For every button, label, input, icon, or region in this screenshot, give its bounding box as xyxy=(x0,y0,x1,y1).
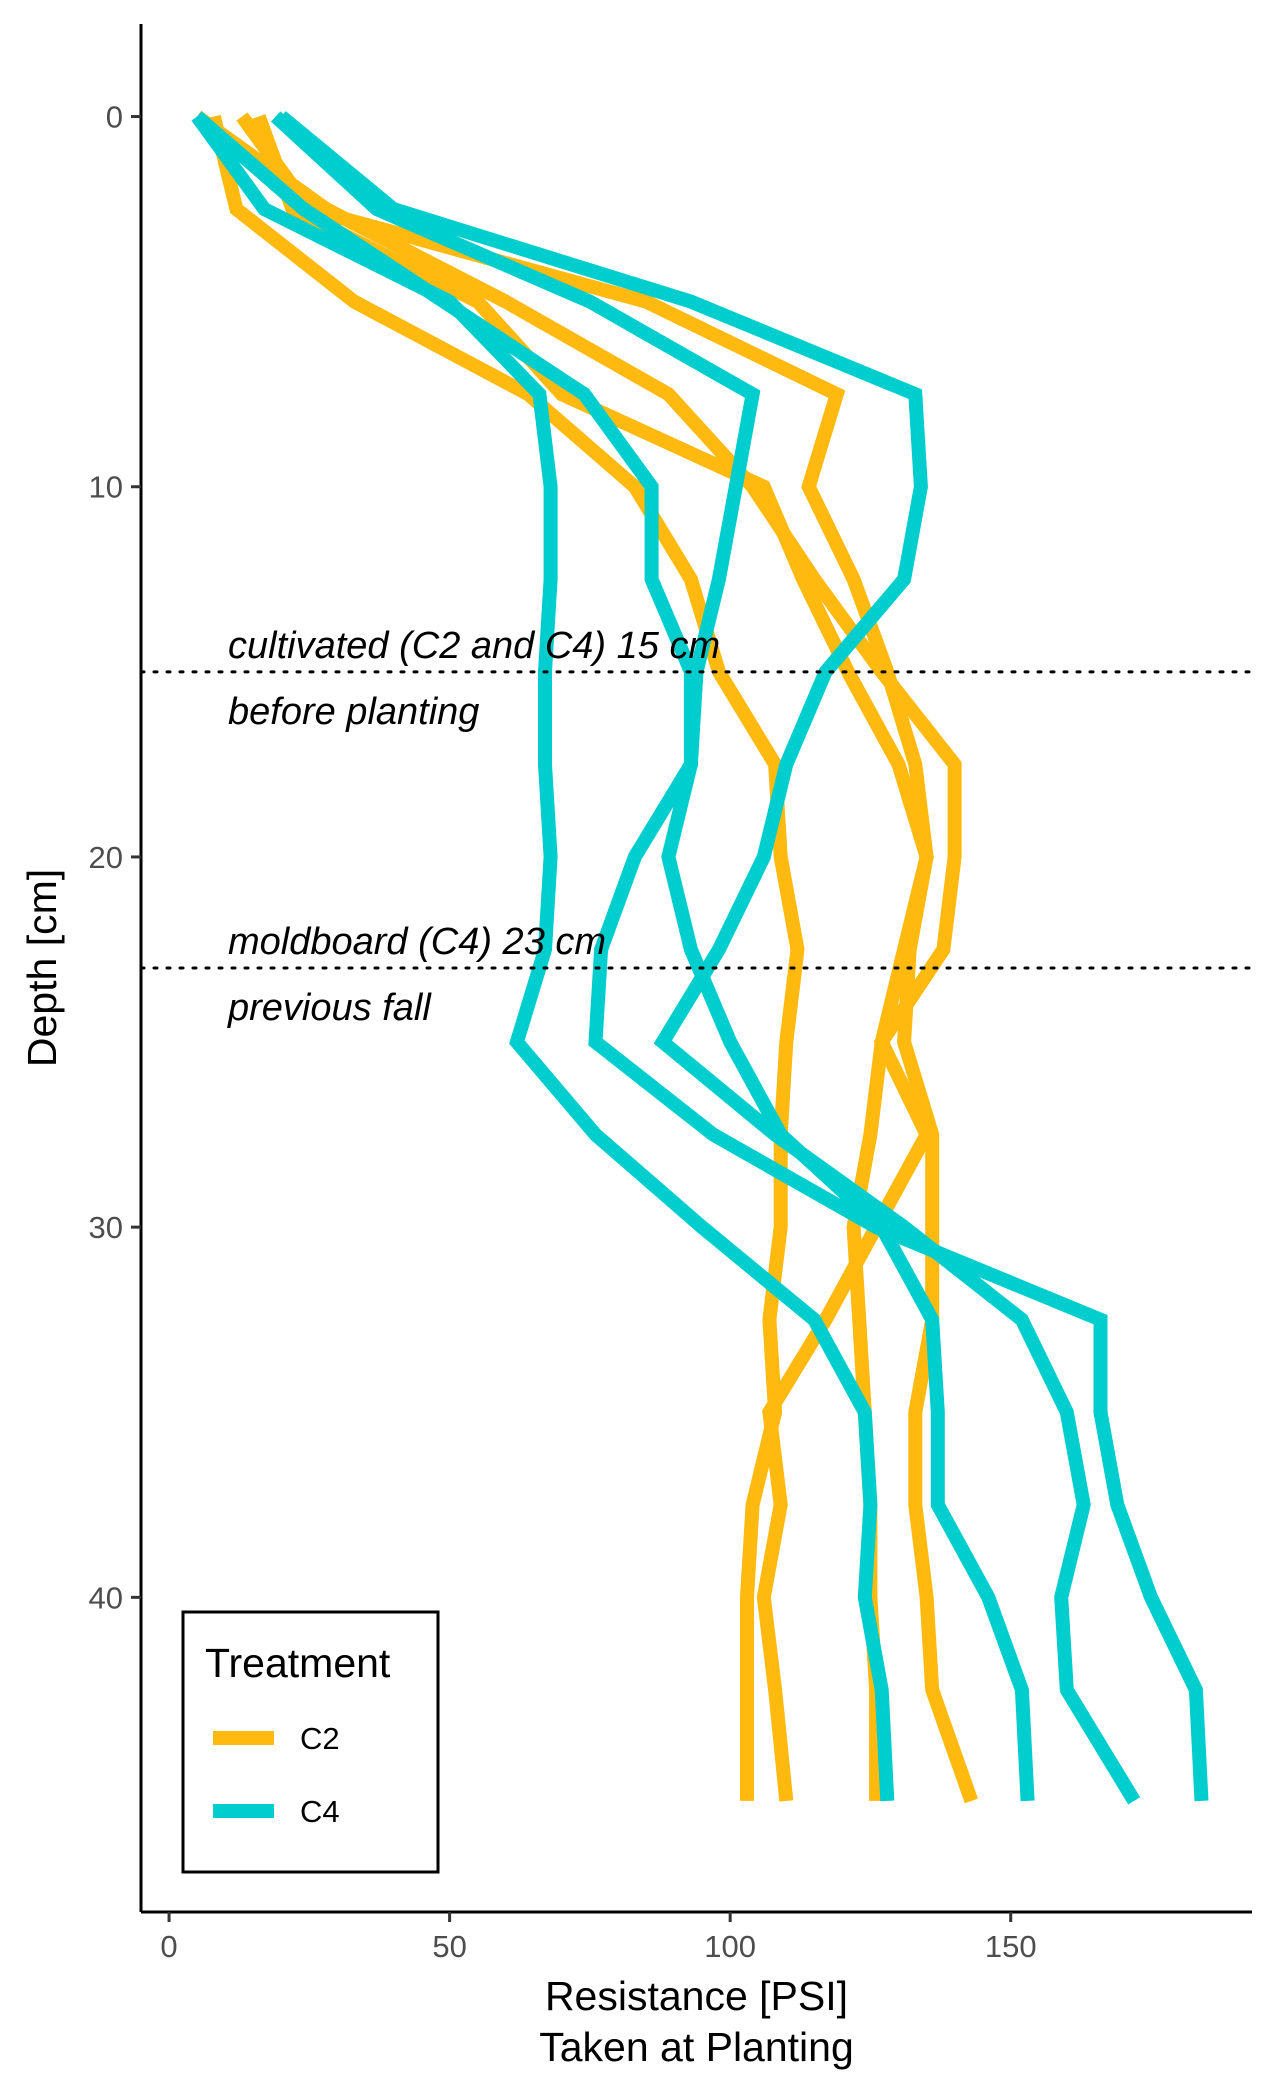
x-axis-subtitle: Taken at Planting xyxy=(539,2024,854,2070)
annotation-1-line-2: before planting xyxy=(228,691,479,733)
reference-lines: cultivated (C2 and C4) 15 cm before plant… xyxy=(139,625,1254,1029)
y-tick-label: 40 xyxy=(89,1580,123,1615)
x-axis-title: Resistance [PSI] xyxy=(545,1973,848,2019)
series-line-c4-2 xyxy=(191,112,895,1802)
series-line-c2-4 xyxy=(193,110,962,1802)
x-tick-label: 0 xyxy=(160,1929,177,1964)
y-tick-label: 20 xyxy=(89,840,123,875)
axis-ticks: 0 50 100 150 0 10 20 30 40 xyxy=(89,100,1037,1964)
series-line-c4-1 xyxy=(276,111,1141,1805)
legend-title: Treatment xyxy=(205,1640,391,1686)
axis-titles: Resistance [PSI] Taken at Planting Depth… xyxy=(19,869,854,2070)
y-tick-label: 10 xyxy=(89,470,123,505)
y-axis-title: Depth [cm] xyxy=(19,869,65,1067)
annotation-2-line-1: moldboard (C4) 23 cm xyxy=(228,921,606,963)
series-line-c4-4 xyxy=(192,111,1209,1802)
legend-label-c2: C2 xyxy=(300,1721,340,1756)
legend-label-c4: C4 xyxy=(300,1794,340,1829)
x-tick-label: 100 xyxy=(704,1929,756,1964)
x-tick-label: 150 xyxy=(985,1929,1037,1964)
y-tick-label: 0 xyxy=(106,100,123,135)
annotation-1-line-1: cultivated (C2 and C4) 15 cm xyxy=(228,625,720,667)
series-line-c2-3 xyxy=(236,112,979,1804)
legend: Treatment C2 C4 xyxy=(181,1610,440,1874)
series-line-c4-3 xyxy=(270,111,1035,1802)
annotation-2-line-2: previous fall xyxy=(227,987,432,1029)
series-line-c2-1 xyxy=(207,114,805,1801)
y-tick-label: 30 xyxy=(89,1210,123,1245)
x-tick-label: 50 xyxy=(432,1929,466,1964)
series-lines xyxy=(191,110,1209,1805)
